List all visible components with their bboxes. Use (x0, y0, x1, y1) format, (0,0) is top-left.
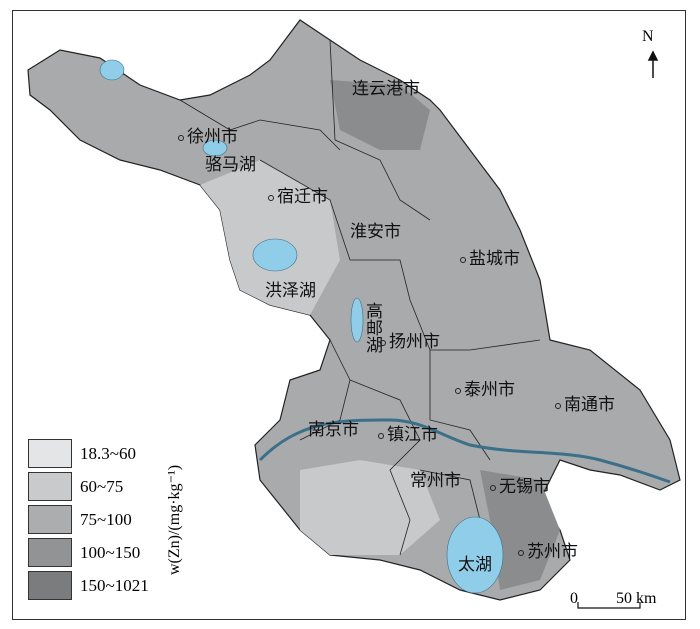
scale-end: 50 km (616, 590, 657, 607)
scale-bar-line (577, 602, 641, 609)
legend-item: 18.3~60 (28, 437, 149, 470)
legend-unit-label: w(Zn)/(mg·kg⁻¹) (166, 464, 183, 576)
yangtze-river (258, 418, 671, 484)
map-label: 镇江市 (378, 420, 438, 445)
lake-taihu (446, 516, 504, 594)
legend-label: 60~75 (80, 476, 124, 496)
map-label: 南京市 (308, 420, 359, 440)
map-label: 南通市 (555, 390, 615, 415)
map-label: 泰州市 (455, 375, 515, 400)
legend-label: 100~150 (80, 542, 141, 562)
map-label: 高邮湖 (362, 302, 382, 353)
map-label: 宿迁市 (268, 182, 328, 207)
lake-weishan (99, 59, 125, 81)
map-label: 淮安市 (350, 222, 401, 242)
lake-luoma (202, 139, 228, 157)
legend: 18.3~60 60~75 75~100 100~150 150~1021 (28, 437, 149, 602)
light-region-south (300, 460, 440, 555)
legend-label: 18.3~60 (80, 443, 136, 463)
legend-label: 75~100 (80, 509, 132, 529)
north-arrow-icon (647, 50, 659, 78)
dark-region-north (330, 80, 430, 150)
legend-label: 150~1021 (80, 575, 149, 595)
map-label: 无锡市 (490, 472, 550, 497)
legend-swatch (28, 505, 72, 534)
light-region-west (200, 160, 340, 315)
map-label: 太湖 (458, 555, 492, 575)
legend-swatch (28, 538, 72, 567)
map-label: 扬州市 (380, 327, 440, 352)
legend-item: 60~75 (28, 470, 149, 503)
legend-swatch (28, 439, 72, 468)
map-label: 徐州市 (178, 122, 238, 147)
legend-item: 100~150 (28, 536, 149, 569)
map-label: 洪泽湖 (265, 281, 316, 301)
scale-bar: 0 50 km (570, 590, 656, 608)
lake-gaoyou (350, 297, 364, 343)
map-frame (12, 10, 686, 620)
map-label: 骆马湖 (205, 155, 256, 175)
north-label: N (642, 28, 654, 45)
map-label: 苏州市 (518, 537, 578, 562)
water-bodies (99, 59, 504, 594)
map-label: 常州市 (410, 471, 461, 491)
legend-swatch (28, 472, 72, 501)
legend-swatch (28, 571, 72, 600)
legend-item: 150~1021 (28, 569, 149, 602)
map-label: 连云港市 (352, 79, 420, 99)
legend-item: 75~100 (28, 503, 149, 536)
lake-hongze (252, 238, 298, 272)
map-label: 盐城市 (460, 244, 520, 269)
scale-start: 0 (570, 590, 578, 607)
